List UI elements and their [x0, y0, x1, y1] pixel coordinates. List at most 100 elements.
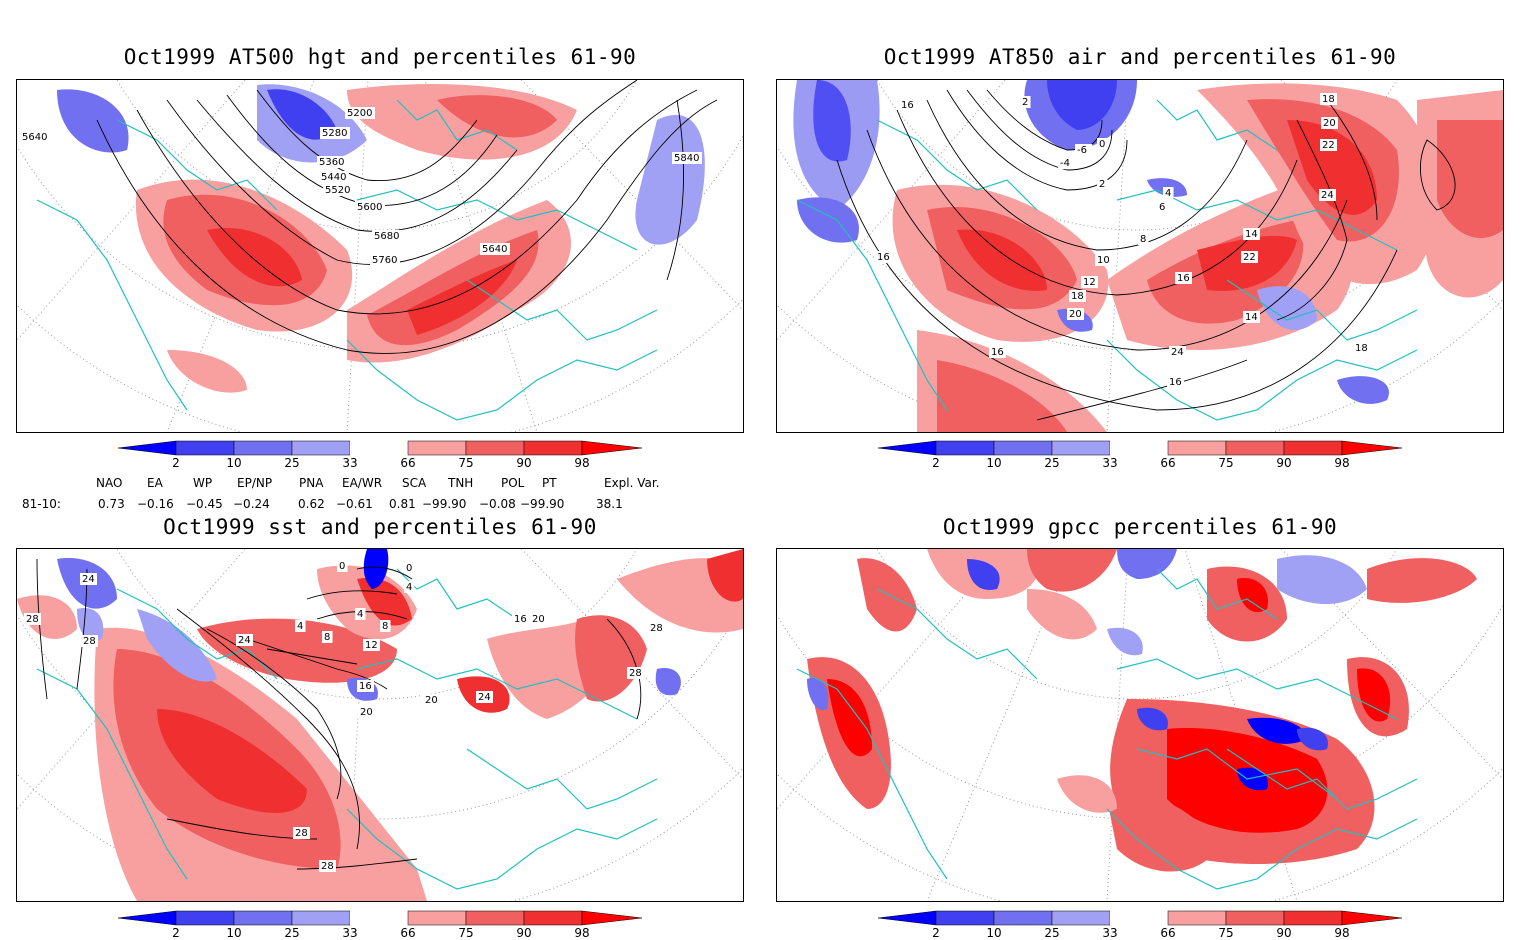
- contour-label-bg: [530, 613, 547, 625]
- index-value: −0.45: [186, 497, 223, 511]
- index-value: 0.81: [389, 497, 416, 511]
- contour-label: 5760: [372, 255, 397, 266]
- percentile-shading: [57, 84, 705, 393]
- colorbar-tick-label: 98: [574, 926, 590, 940]
- colorbar-tick-label: 10: [226, 456, 242, 470]
- colorbar-tick-label: 2: [172, 456, 180, 470]
- index-header: Expl. Var.: [604, 476, 660, 490]
- contour-label-bg: [480, 243, 510, 255]
- contour-label: 4: [297, 621, 303, 632]
- coastlines: [36, 99, 658, 421]
- colorbar-segment: [581, 910, 642, 926]
- contour-label: 0: [339, 561, 345, 572]
- contour-label: 5520: [325, 185, 350, 196]
- colorbar-segment: [1051, 910, 1111, 926]
- index-value: −99.90: [422, 497, 467, 511]
- map-gpcc: [776, 548, 1504, 902]
- index-header: PNA: [299, 476, 324, 490]
- contour-label-bg: [363, 639, 380, 651]
- dotted-graticule: [17, 549, 743, 901]
- contour-label: 16: [1177, 273, 1190, 284]
- colorbar-segment: [407, 440, 467, 456]
- colorbar-segment: [233, 910, 293, 926]
- colorbar-bottom-right: 2 10 25 33 66 75 90 98: [878, 910, 1402, 940]
- index-value: 0.73: [98, 497, 125, 511]
- contour-label: 12: [365, 640, 378, 651]
- contour-label-bg: [319, 860, 336, 872]
- colorbar-tick-label: 75: [458, 456, 474, 470]
- index-value: −0.08: [479, 497, 516, 511]
- colorbar-segment: [1225, 910, 1285, 926]
- colorbar-tick-label: 2: [932, 456, 940, 470]
- contour-label: 24: [238, 635, 251, 646]
- contour-label: 18: [1071, 291, 1084, 302]
- contour-label: 20: [532, 614, 545, 625]
- contour-label-bg: [24, 613, 41, 625]
- colorbar-tick-label: 25: [1044, 456, 1060, 470]
- contour-label: 18: [1322, 94, 1335, 105]
- contour-label: 5640: [22, 132, 47, 143]
- contour-label-bg: [672, 152, 702, 164]
- contour-label-bg: [1320, 93, 1337, 105]
- colorbar-segment: [407, 910, 467, 926]
- contour-label-bg: [80, 573, 97, 585]
- colorbar-tick-label: 25: [1044, 926, 1060, 940]
- contour-label: 8: [324, 632, 330, 643]
- contour-label-bg: [20, 131, 50, 143]
- contour-label: 24: [1321, 190, 1334, 201]
- panel-title-gpcc: Oct1999 gpcc percentiles 61-90: [942, 515, 1338, 539]
- colorbar-tick-label: 66: [1160, 926, 1176, 940]
- contour-label-bg: [357, 680, 374, 692]
- colorbar-segment: [935, 440, 995, 456]
- contour-label-bg: [1241, 251, 1258, 263]
- index-value: 38.1: [596, 497, 623, 511]
- index-header: NAO: [96, 476, 123, 490]
- contour-label-bg: [1069, 290, 1086, 302]
- contour-label: 16: [359, 681, 372, 692]
- colorbar-segment: [291, 440, 351, 456]
- colorbar-segment: [993, 910, 1053, 926]
- contour-label-bg: [1175, 272, 1192, 284]
- contour-label: -4: [1060, 158, 1070, 169]
- index-header: EA: [147, 476, 163, 490]
- contour-label-bg: [404, 562, 415, 574]
- colorbar-segment: [935, 910, 995, 926]
- contour-label: 28: [321, 861, 334, 872]
- contour-label: 6: [1159, 202, 1165, 213]
- index-header: EP/NP: [237, 476, 273, 490]
- contour-label-bg: [423, 694, 440, 706]
- contour-label-bg: [236, 634, 253, 646]
- contour-label-bg: [337, 560, 348, 572]
- colorbar-segment: [233, 440, 293, 456]
- index-header: EA/WR: [342, 476, 383, 490]
- colorbar-tick-label: 75: [458, 926, 474, 940]
- colorbar-segment: [1110, 911, 1168, 925]
- contour-label-bg: [875, 251, 892, 263]
- contour-label: -6: [1077, 145, 1087, 156]
- contour-label-bg: [1167, 376, 1184, 388]
- contour-label: 14: [1245, 229, 1258, 240]
- colorbar-tick-label: 2: [172, 926, 180, 940]
- colorbar-tick-label: 90: [516, 926, 532, 940]
- contour-label-bg: [1067, 308, 1084, 320]
- contour-label-bg: [1157, 201, 1168, 213]
- contour-label-bg: [1243, 311, 1260, 323]
- contour-label: 5440: [321, 172, 346, 183]
- colorbar-tick-label: 90: [516, 456, 532, 470]
- contour-label: 20: [1323, 118, 1336, 129]
- colorbar-tick-label: 33: [342, 926, 358, 940]
- colorbar-top-left: 2 10 25 33 66 75 90 98: [118, 440, 642, 474]
- contour-label-bg: [627, 667, 644, 679]
- contour-label: 18: [1355, 343, 1368, 354]
- contour-label-bg: [476, 691, 493, 703]
- index-header: SCA: [402, 476, 427, 490]
- contour-label: 8: [1140, 234, 1146, 245]
- coastlines: [796, 568, 1418, 890]
- contour-label: 2: [1099, 179, 1105, 190]
- colorbar-segment: [118, 910, 177, 926]
- colorbar-segment: [465, 440, 525, 456]
- colorbar-tick-label: 33: [1102, 926, 1118, 940]
- contour-label: 5680: [374, 231, 399, 242]
- contour-label-bg: [648, 622, 665, 634]
- contour-label: 5280: [322, 128, 347, 139]
